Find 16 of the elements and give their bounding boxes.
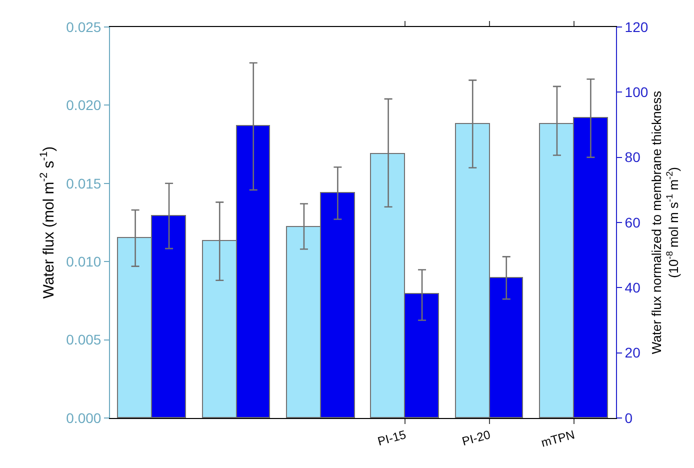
y-tick-label: 0.005 — [66, 332, 102, 348]
y2-tick-label: 0 — [624, 410, 633, 426]
y2-tick-label: 20 — [624, 344, 641, 361]
y-tick-label: 0.020 — [66, 97, 102, 114]
y-tick-label: 0.010 — [66, 254, 102, 270]
y-tick-label: 0.015 — [66, 175, 102, 192]
y2-tick-label: 80 — [624, 149, 641, 166]
y-tick-label: 0.025 — [66, 18, 102, 35]
y2-tick-label: 100 — [624, 84, 648, 100]
x-tick-label: PI-20 — [460, 427, 492, 449]
x-tick-label: PI-15 — [376, 427, 408, 449]
x-tick-label: mTPN — [540, 428, 576, 450]
y2-tick-label: 40 — [624, 280, 641, 296]
y-tick-label: 0.000 — [66, 410, 102, 426]
y2-tick-label: 60 — [624, 214, 641, 230]
y2-tick-label: 120 — [624, 18, 648, 35]
